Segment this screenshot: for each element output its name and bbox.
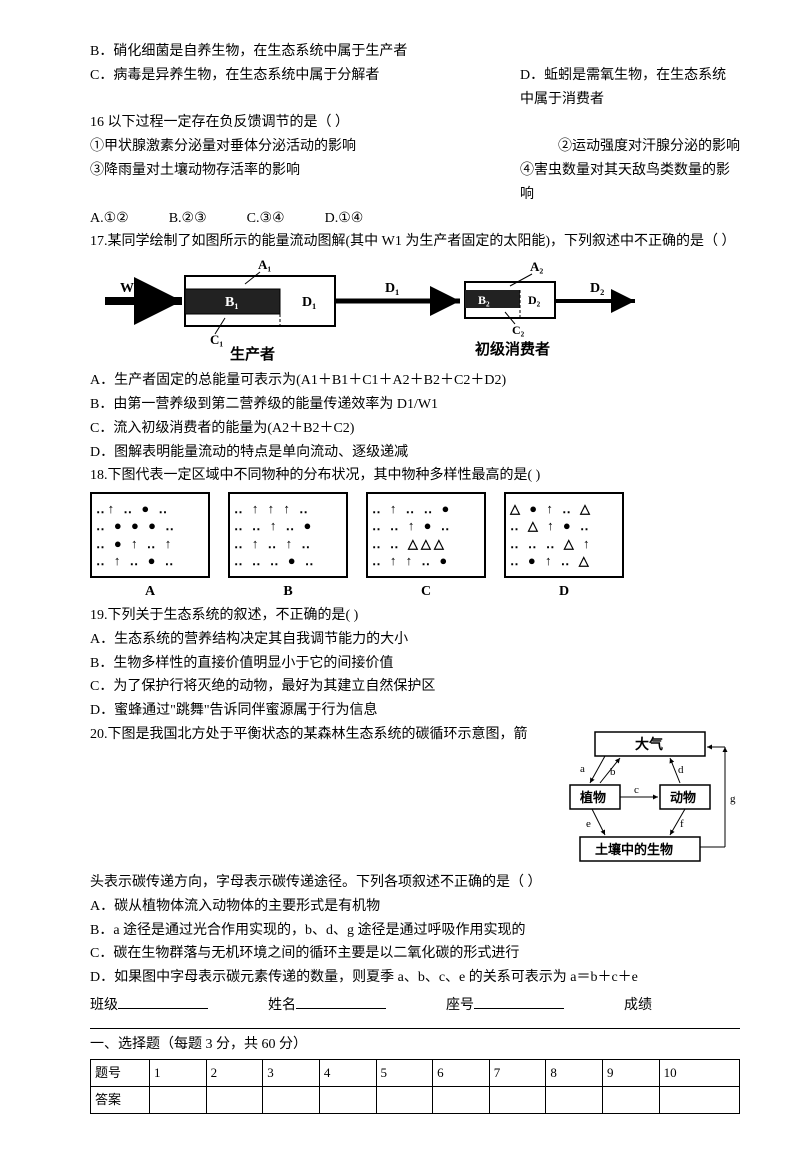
svg-text:A₁: A₁ <box>258 257 271 272</box>
q20-option-d: D．如果图中字母表示碳元素传递的数量，则夏季 a、b、c、e 的关系可表示为 a… <box>90 966 740 990</box>
answer-table: 题号 12345 678910 答案 <box>90 1059 740 1114</box>
svg-text:f: f <box>680 818 684 830</box>
q16-option-b: B.②③ <box>169 207 207 231</box>
svg-text:植物: 植物 <box>579 790 606 805</box>
q20-option-a: A．碳从植物体流入动物体的主要形式是有机物 <box>90 895 740 919</box>
q16-item-4: ④害虫数量对其天敌鸟类数量的影响 <box>520 159 740 207</box>
svg-text:动物: 动物 <box>670 790 696 805</box>
q16-option-a: A.①② <box>90 207 129 231</box>
q16-option-c: C.③④ <box>247 207 285 231</box>
q19-option-d: D．蜜蜂通过"跳舞"告诉同伴蜜源属于行为信息 <box>90 699 740 723</box>
q17-option-b: B．由第一营养级到第二营养级的能量传递效率为 D1/W1 <box>90 393 740 417</box>
q19-stem: 19.下列关于生态系统的叙述，不正确的是( ) <box>90 604 740 628</box>
svg-text:a: a <box>580 763 585 775</box>
svg-text:g: g <box>730 793 736 805</box>
section-1-title: 一、选择题（每题 3 分，共 60 分） <box>90 1033 740 1057</box>
svg-text:初级消费者: 初级消费者 <box>475 340 550 358</box>
q15-option-c: C．病毒是异养生物，在生态系统中属于分解者 <box>90 64 379 112</box>
svg-text:d: d <box>678 764 684 776</box>
svg-text:b: b <box>610 766 616 778</box>
svg-text:c: c <box>634 784 639 796</box>
q18-label-c: C <box>366 580 486 604</box>
svg-text:A₂: A₂ <box>530 259 543 274</box>
svg-text:B₁: B₁ <box>225 295 239 310</box>
q16-item-3: ③降雨量对土壤动物存活率的影响 <box>90 159 300 207</box>
q15-option-d: D．蚯蚓是需氧生物，在生态系统中属于消费者 <box>520 64 740 112</box>
q16-option-d: D.①④ <box>325 207 364 231</box>
answer-header: 班级 姓名 座号 成绩 <box>90 994 740 1018</box>
svg-text:D₂: D₂ <box>590 281 604 296</box>
svg-text:土壤中的生物: 土壤中的生物 <box>595 842 673 857</box>
svg-text:生产者: 生产者 <box>230 345 275 363</box>
q19-option-c: C．为了保护行将灭绝的动物，最好为其建立自然保护区 <box>90 675 740 699</box>
q17-stem: 17.某同学绘制了如图所示的能量流动图解(其中 W1 为生产者固定的太阳能)，下… <box>90 230 740 254</box>
q18-stem: 18.下图代表一定区域中不同物种的分布状况，其中物种多样性最高的是( ) <box>90 464 740 488</box>
svg-text:C₂: C₂ <box>512 323 525 337</box>
q16-item-1: ①甲状腺激素分泌量对垂体分泌活动的影响 <box>90 135 356 159</box>
svg-text:W₁: W₁ <box>120 281 138 296</box>
q15-option-b: B．硝化细菌是自养生物，在生态系统中属于生产者 <box>90 40 740 64</box>
q17-option-a: A．生产者固定的总能量可表示为(A1＋B1＋C1＋A2＋B2＋C2＋D2) <box>90 369 740 393</box>
svg-text:C₁: C₁ <box>210 332 223 347</box>
svg-text:e: e <box>586 818 591 830</box>
q20-option-b: B．a 途径是通过光合作用实现的，b、d、g 途径是通过呼吸作用实现的 <box>90 919 740 943</box>
q18-diagram: ‥↑ ‥ ● ‥‥ ● ● ● ‥‥ ● ↑ ‥ ↑‥ ↑ ‥ ● ‥ ‥ ↑ … <box>90 492 740 578</box>
svg-text:D₁: D₁ <box>385 281 399 296</box>
svg-text:大气: 大气 <box>635 736 663 753</box>
q19-option-b: B．生物多样性的直接价值明显小于它的间接价值 <box>90 652 740 676</box>
q18-label-a: A <box>90 580 210 604</box>
q17-option-c: C．流入初级消费者的能量为(A2＋B2＋C2) <box>90 417 740 441</box>
svg-text:D₁: D₁ <box>302 295 316 310</box>
q20-diagram: 大气 植物 动物 土壤中的生物 a b d c e f g <box>550 727 740 867</box>
q16-stem: 16 以下过程一定存在负反馈调节的是（ ） <box>90 111 740 135</box>
q17-diagram: A₁ B₁ D₁ C₁ 生产者 W₁ D₁ A₂ B₂ D₂ C₂ D₂ 初级消… <box>90 254 740 369</box>
q19-option-a: A．生态系统的营养结构决定其自我调节能力的大小 <box>90 628 740 652</box>
q20-option-c: C．碳在生物群落与无机环境之间的循环主要是以二氧化碳的形式进行 <box>90 942 740 966</box>
q16-item-2: ②运动强度对汗腺分泌的影响 <box>558 135 740 159</box>
q18-label-d: D <box>504 580 624 604</box>
svg-text:D₂: D₂ <box>528 293 541 307</box>
svg-text:B₂: B₂ <box>478 293 490 307</box>
q18-label-b: B <box>228 580 348 604</box>
q17-option-d: D．图解表明能量流动的特点是单向流动、逐级递减 <box>90 441 740 465</box>
